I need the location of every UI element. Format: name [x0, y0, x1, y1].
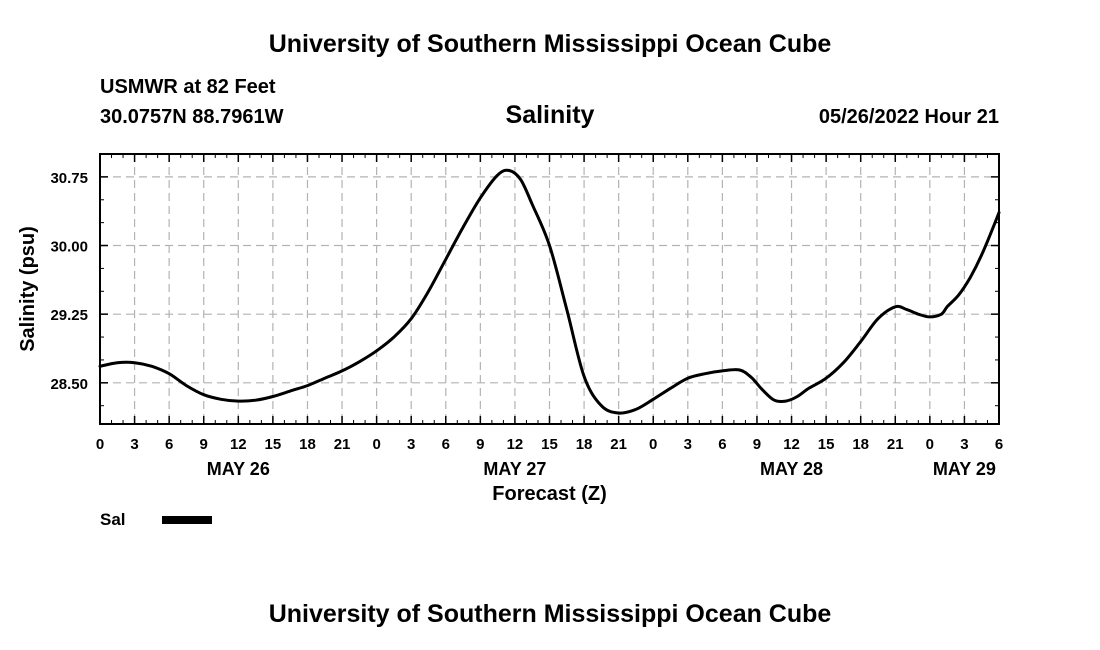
y-tick-label: 28.50: [50, 376, 88, 393]
plot-frame: [99, 153, 1000, 425]
x-tick-label: 9: [476, 436, 484, 453]
x-tick-label: 6: [442, 436, 450, 453]
series-group: [98, 168, 1001, 415]
grid-lines: [100, 154, 999, 424]
station-coordinates: 30.0757N 88.7961W: [100, 106, 284, 128]
y-axis-label: Salinity (psu): [17, 226, 39, 352]
forecast-datetime: 05/26/2022 Hour 21: [818, 106, 999, 128]
y-tick-label: 30.00: [50, 239, 88, 256]
x-day-label: MAY 28: [760, 459, 823, 479]
x-tick-label: 15: [541, 436, 558, 453]
x-tick-label: 12: [230, 436, 247, 453]
x-tick-label: 15: [818, 436, 835, 453]
y-axis: 30.75 30.00 29.25 28.50: [50, 170, 999, 393]
legend: Sal: [100, 510, 212, 529]
x-tick-label: 6: [718, 436, 726, 453]
x-tick-label: 6: [165, 436, 173, 453]
series-line-sal: [98, 168, 1001, 415]
x-tick-label: 21: [610, 436, 627, 453]
x-tick-label: 21: [887, 436, 904, 453]
x-tick-label: 6: [995, 436, 1003, 453]
x-axis-label: Forecast (Z): [492, 483, 606, 505]
x-day-label: MAY 26: [207, 459, 270, 479]
x-tick-label: 3: [407, 436, 415, 453]
x-tick-label: 3: [960, 436, 968, 453]
x-tick-label: 15: [265, 436, 282, 453]
x-tick-label: 0: [372, 436, 380, 453]
x-tick-label: 0: [926, 436, 934, 453]
x-tick-label: 9: [753, 436, 761, 453]
footer-title: University of Southern Mississippi Ocean…: [268, 600, 832, 628]
station-name: USMWR at 82 Feet: [100, 76, 276, 98]
x-tick-label: 3: [130, 436, 138, 453]
x-tick-label: 18: [299, 436, 316, 453]
x-tick-label: 12: [783, 436, 800, 453]
x-axis: 0 3 6 9 12 15 18 21 0 3 6 9 12 15 18 21 0 3 6 9 12 15 18 21 0 3 6 M…: [96, 154, 1003, 479]
x-tick-label: 18: [852, 436, 869, 453]
x-day-label: MAY 29: [933, 459, 996, 479]
x-tick-label: 12: [507, 436, 524, 453]
x-tick-label: 18: [576, 436, 593, 453]
y-tick-label: 29.25: [50, 307, 88, 324]
legend-label-sal: Sal: [100, 510, 126, 529]
chart-main-title: University of Southern Mississippi Ocean…: [268, 30, 832, 58]
x-tick-label: 21: [334, 436, 351, 453]
x-tick-label: 0: [96, 436, 104, 453]
chart-subtitle: Salinity: [505, 101, 595, 129]
x-tick-label: 3: [684, 436, 692, 453]
x-tick-label: 0: [649, 436, 657, 453]
x-tick-label: 9: [200, 436, 208, 453]
x-day-label: MAY 27: [483, 459, 546, 479]
y-tick-label: 30.75: [50, 170, 88, 187]
